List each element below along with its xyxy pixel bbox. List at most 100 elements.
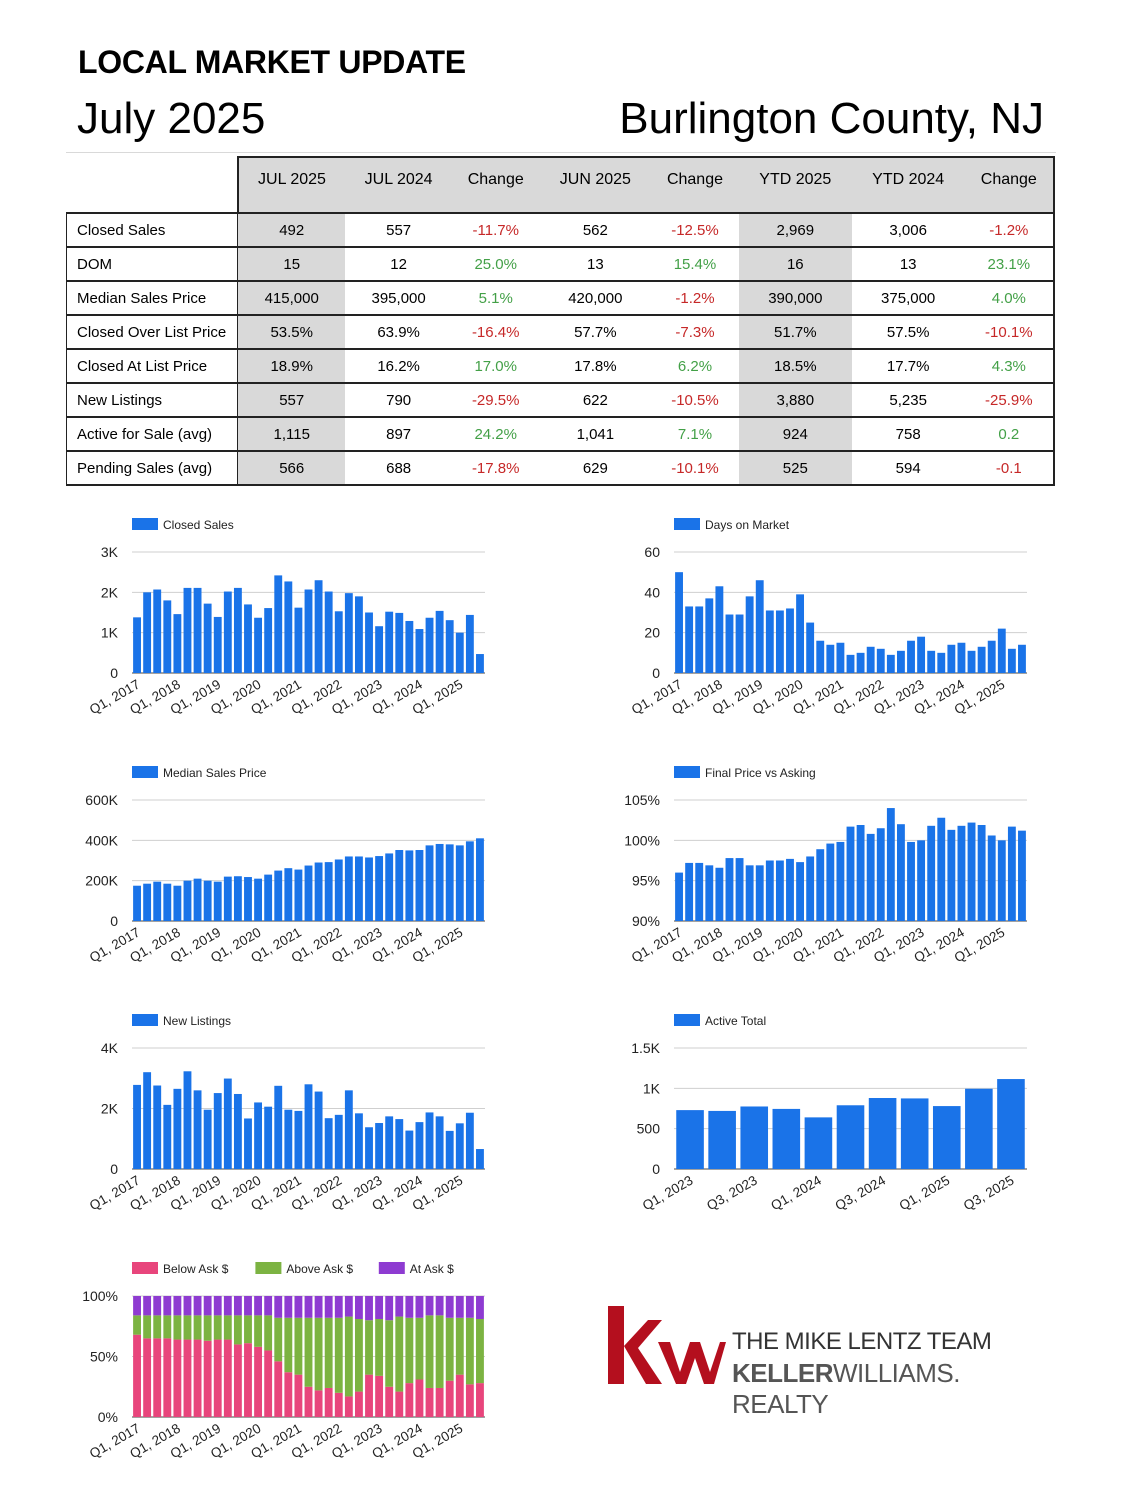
bar-segment [455, 1374, 464, 1417]
bar-segment [455, 1317, 464, 1375]
bar [435, 1116, 444, 1169]
bar-segment [223, 1296, 232, 1316]
bar-segment [415, 1379, 424, 1417]
bar-segment [425, 1296, 434, 1316]
table-cell: 1,115 [237, 417, 346, 452]
company-name: KELLERWILLIAMS. REALTY [732, 1358, 1044, 1420]
y-tick-label: 1K [101, 625, 119, 641]
bar [375, 856, 384, 921]
bar-segment [354, 1318, 363, 1392]
bar-segment [213, 1315, 222, 1340]
table-cell: -7.3% [651, 315, 739, 350]
row-label: Closed At List Price [66, 349, 238, 384]
bar [937, 817, 946, 921]
bar [725, 614, 734, 673]
bar [183, 587, 192, 673]
bar-segment [425, 1387, 434, 1417]
bar [274, 1085, 283, 1169]
bar [284, 868, 293, 921]
bar-segment [405, 1296, 414, 1318]
table-cell: 557 [345, 213, 452, 248]
bar [927, 650, 936, 673]
x-tick-label: Q3, 2023 [704, 1173, 760, 1214]
table-cell: 15.4% [651, 247, 739, 282]
legend-swatch [674, 518, 700, 530]
bar-segment [385, 1296, 394, 1321]
bar-segment [476, 1296, 484, 1319]
bar-segment [334, 1317, 343, 1393]
bar [1018, 830, 1026, 921]
bar-segment [304, 1386, 313, 1417]
bar [203, 603, 212, 673]
y-tick-label: 2K [101, 1101, 119, 1117]
y-tick-label: 0 [110, 913, 118, 929]
bar [856, 652, 865, 673]
table-cell: -1.2% [964, 213, 1056, 248]
bar [193, 878, 202, 921]
table-cell: 13 [539, 247, 652, 282]
x-tick-label: Q1, 2023 [640, 1173, 696, 1214]
bar [334, 859, 343, 921]
bar [415, 850, 424, 921]
bar [405, 1130, 414, 1169]
bar-segment [435, 1315, 444, 1388]
bar [836, 841, 845, 921]
bar [927, 825, 936, 921]
bar [415, 1122, 424, 1169]
bar-segment [465, 1384, 474, 1417]
bar [143, 883, 152, 921]
legend-label: At Ask $ [410, 1262, 454, 1276]
bar [937, 652, 946, 673]
bar-segment [405, 1317, 414, 1384]
table-cell: 897 [345, 417, 452, 452]
column-header: JUN 2025 [539, 156, 652, 202]
table-cell: 16 [738, 247, 852, 282]
bar [254, 1102, 263, 1169]
bar-segment [304, 1317, 313, 1387]
bar [344, 1090, 353, 1169]
bar [705, 865, 714, 921]
bar [304, 865, 313, 921]
bar-segment [354, 1391, 363, 1417]
header-divider [66, 152, 1056, 153]
bar [203, 1109, 212, 1169]
table-cell: 688 [345, 451, 452, 486]
table-cell: 629 [539, 451, 652, 486]
bar-segment [264, 1296, 273, 1316]
bar [354, 856, 363, 921]
bar [244, 604, 252, 673]
bar [133, 1084, 141, 1169]
y-tick-label: 90% [632, 913, 660, 929]
table-row: Active for Sale (avg) 1,115 897 24.2% 1,041 7… [66, 417, 1056, 452]
table-cell: 566 [237, 451, 346, 486]
bar [143, 1072, 152, 1169]
bar [876, 648, 885, 673]
table-cell: 25.0% [451, 247, 540, 282]
bar-segment [133, 1315, 141, 1335]
table-cell: 525 [738, 451, 852, 486]
bar [846, 826, 855, 921]
bar [886, 654, 895, 673]
bar [274, 870, 283, 921]
y-tick-label: 2K [101, 584, 119, 600]
bar-segment [153, 1338, 162, 1417]
bar [856, 825, 865, 921]
bar [304, 1084, 313, 1169]
bar [395, 612, 404, 673]
bar [476, 1149, 484, 1169]
bar [223, 876, 232, 921]
bar [786, 858, 794, 921]
company-name-rest: WILLIAMS. REALTY [732, 1358, 960, 1419]
column-header: Change [451, 156, 540, 202]
bar-segment [213, 1296, 222, 1316]
bar-segment [173, 1296, 182, 1316]
y-tick-label: 20 [644, 625, 660, 641]
table-cell: 390,000 [738, 281, 852, 316]
y-tick-label: 1.5K [631, 1040, 660, 1056]
table-cell: 12 [345, 247, 452, 282]
table-cell: 17.7% [851, 349, 965, 384]
bar [997, 1079, 1025, 1169]
table-cell: 17.8% [539, 349, 652, 384]
y-tick-label: 60 [644, 544, 660, 560]
